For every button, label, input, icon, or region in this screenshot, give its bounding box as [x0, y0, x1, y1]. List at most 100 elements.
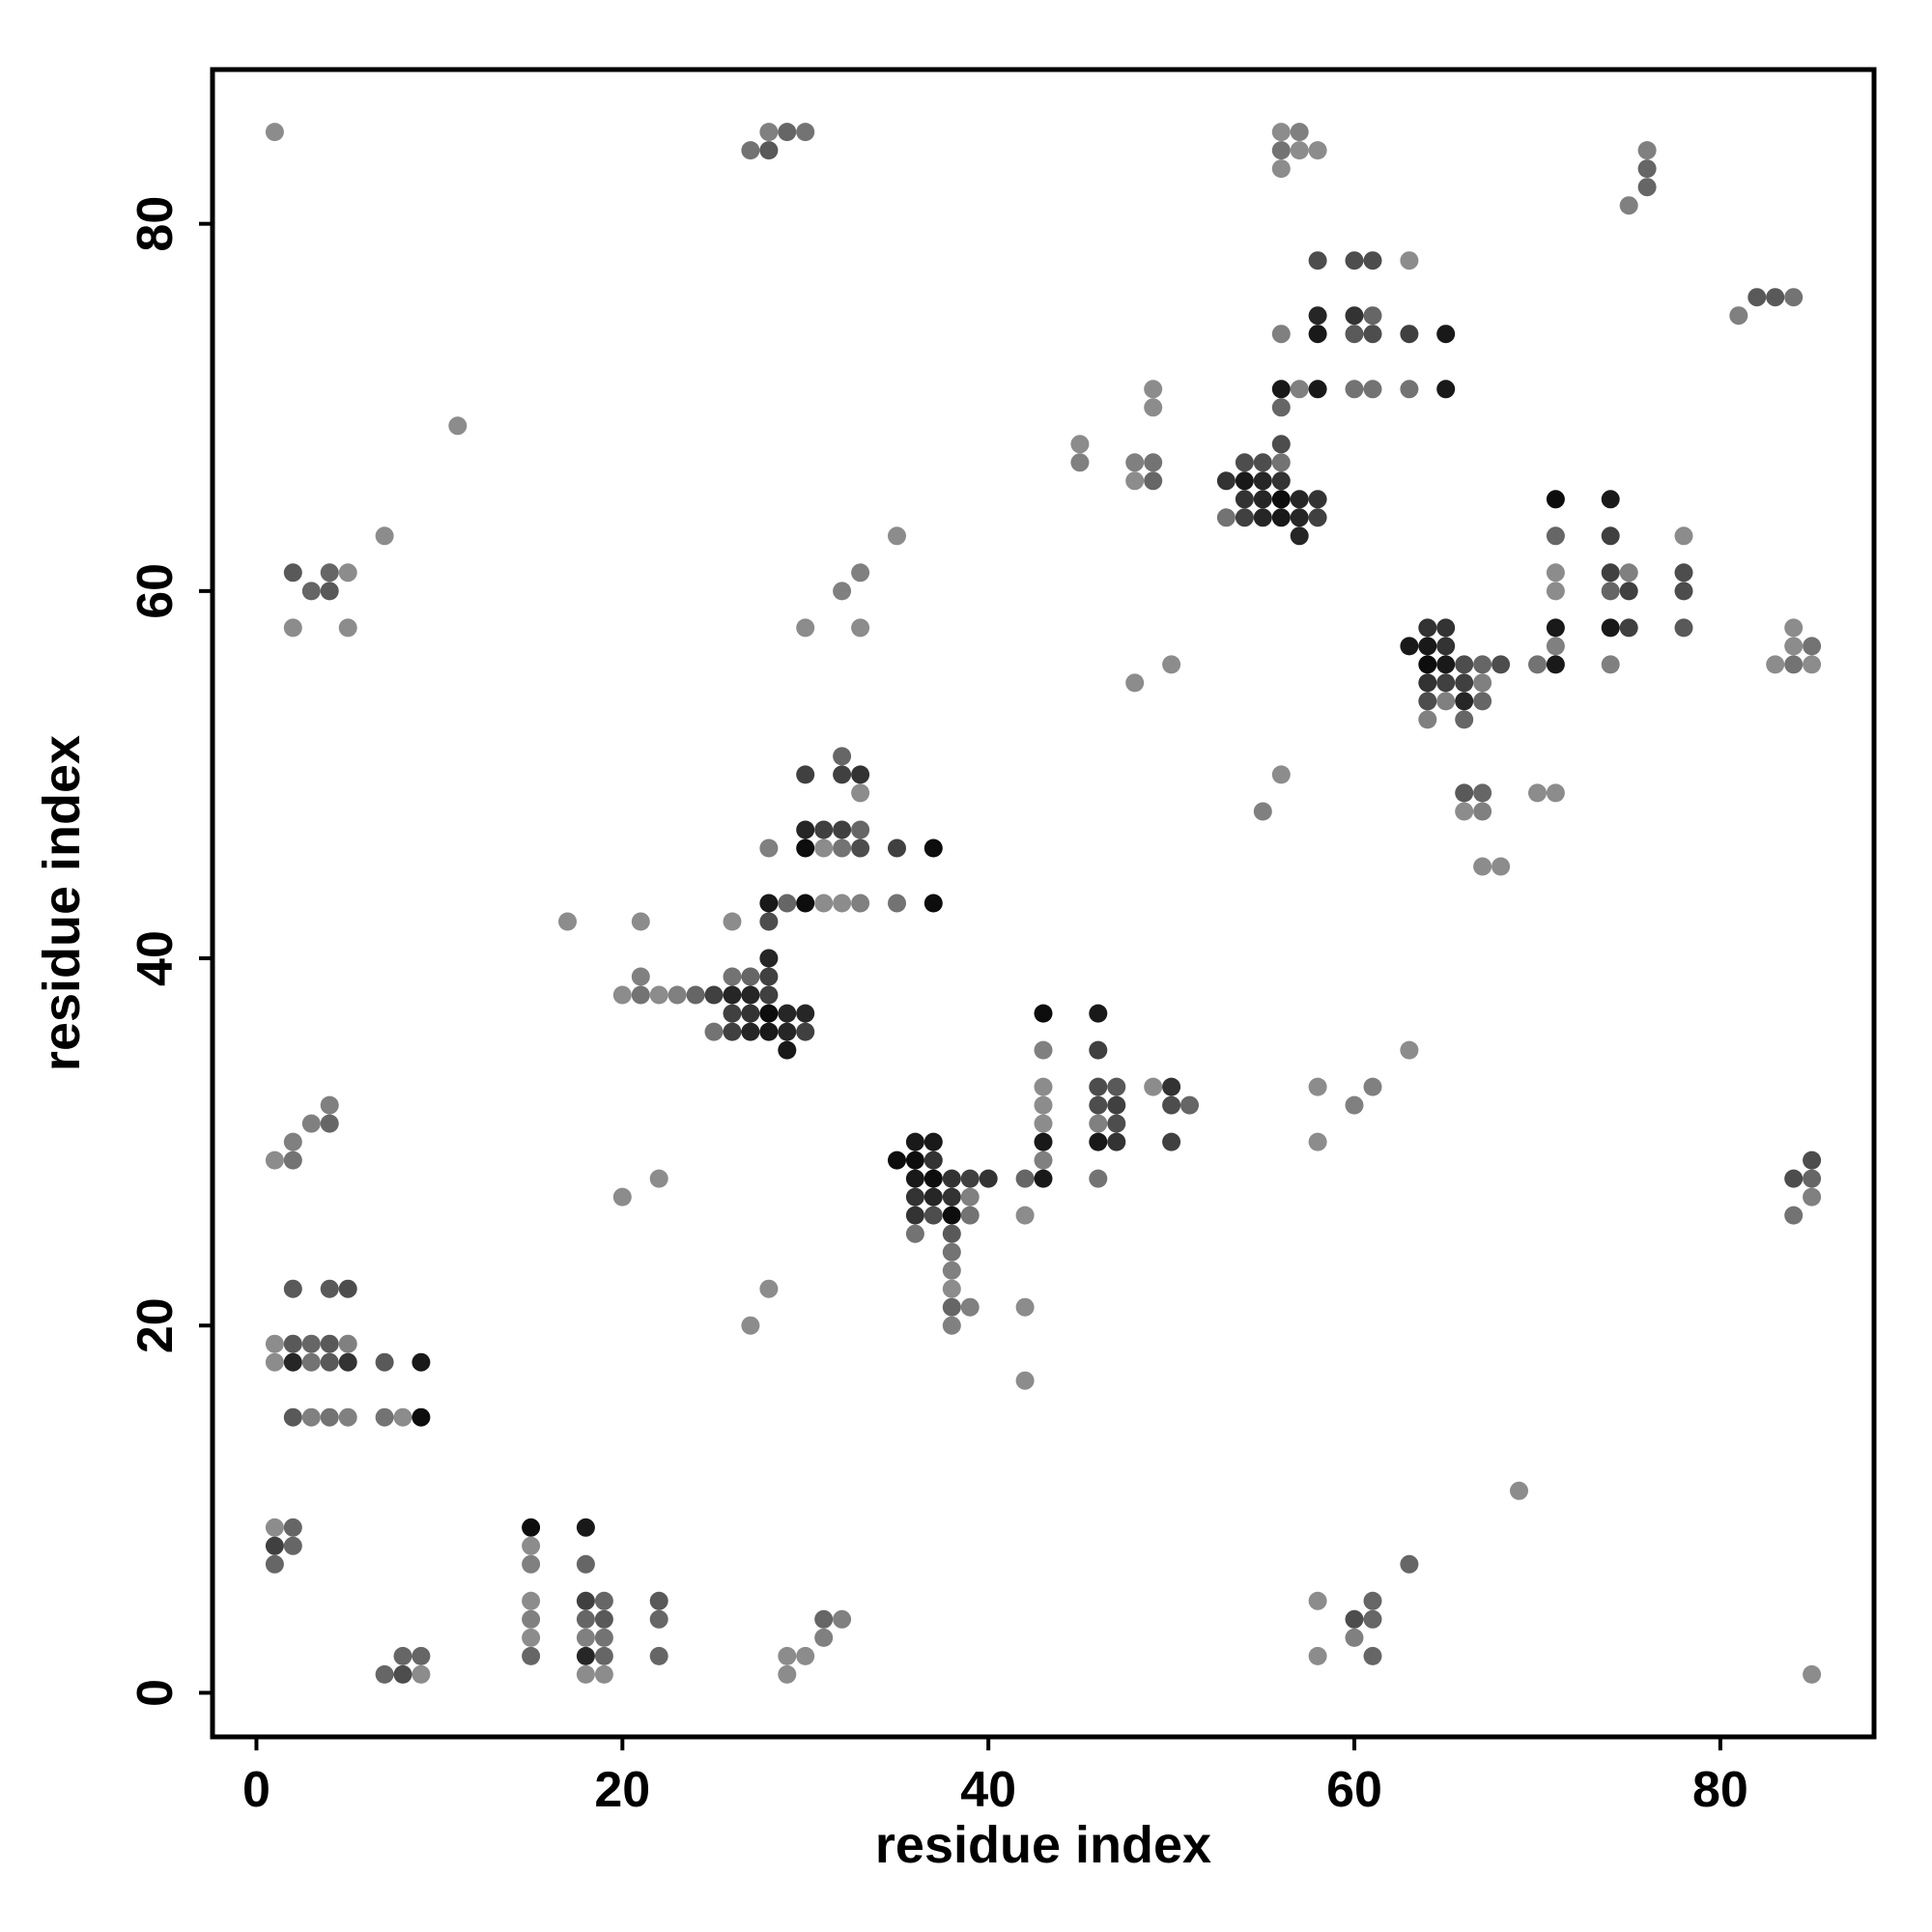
data-point	[1473, 655, 1492, 674]
data-point	[283, 1132, 302, 1151]
data-point	[1363, 1591, 1382, 1610]
data-point	[1034, 1004, 1053, 1023]
data-point	[888, 838, 906, 858]
data-point	[594, 1609, 613, 1629]
data-point	[631, 985, 650, 1005]
data-point	[1290, 123, 1309, 142]
data-point	[1546, 490, 1565, 509]
data-point	[1546, 655, 1565, 674]
data-point	[1015, 1169, 1035, 1188]
data-point	[942, 1206, 961, 1225]
data-point	[1107, 1077, 1126, 1096]
data-point	[1492, 655, 1511, 674]
data-point	[1308, 1077, 1327, 1096]
data-point	[704, 985, 724, 1005]
data-point	[1473, 692, 1492, 711]
data-point	[1674, 582, 1693, 601]
data-point	[1803, 1664, 1822, 1684]
data-point	[923, 1169, 943, 1188]
data-point	[1473, 857, 1492, 876]
data-point	[301, 1114, 321, 1133]
data-point	[1162, 1095, 1181, 1115]
data-point	[283, 563, 302, 582]
data-point	[1144, 380, 1163, 399]
data-point	[412, 1646, 431, 1665]
data-point	[1345, 1609, 1364, 1629]
data-point	[960, 1297, 980, 1317]
data-point	[1308, 490, 1327, 509]
data-point	[1235, 490, 1254, 509]
data-point	[759, 949, 779, 968]
data-point	[1271, 435, 1291, 454]
data-point	[888, 894, 906, 913]
data-point	[1510, 1481, 1528, 1500]
y-tick-label: 0	[128, 1679, 184, 1707]
data-point	[1803, 1187, 1822, 1207]
data-point	[905, 1206, 924, 1225]
data-point	[375, 1352, 394, 1372]
data-point	[759, 894, 779, 913]
data-point	[338, 618, 357, 638]
data-point	[1363, 1609, 1382, 1629]
data-point	[1308, 325, 1327, 344]
data-point	[393, 1664, 412, 1684]
data-point	[1619, 563, 1638, 582]
data-point	[1436, 380, 1456, 399]
data-point	[741, 1022, 760, 1041]
data-point	[1455, 692, 1474, 711]
data-point	[1436, 618, 1456, 638]
data-point	[1345, 1095, 1364, 1115]
y-tick-label: 20	[128, 1297, 184, 1353]
data-point	[1308, 380, 1327, 399]
data-point	[576, 1646, 595, 1665]
data-point	[1290, 490, 1309, 509]
data-point	[1125, 673, 1145, 693]
data-point	[888, 1151, 906, 1170]
data-point	[1418, 692, 1437, 711]
data-point	[1015, 1206, 1035, 1225]
data-point	[833, 838, 852, 858]
data-point	[1803, 655, 1822, 674]
data-point	[1418, 618, 1437, 638]
data-point	[1089, 1004, 1108, 1023]
data-point	[448, 416, 468, 436]
data-point	[649, 1646, 668, 1665]
data-point	[1107, 1114, 1126, 1133]
data-point	[905, 1169, 924, 1188]
data-point	[631, 967, 650, 986]
points-layer	[265, 123, 1822, 1684]
data-point	[1271, 380, 1291, 399]
data-point	[1308, 1591, 1327, 1610]
data-point	[338, 1279, 357, 1298]
data-point	[833, 1609, 852, 1629]
data-point	[522, 1518, 541, 1537]
data-point	[320, 1352, 339, 1372]
data-point	[905, 1151, 924, 1170]
data-point	[1363, 380, 1382, 399]
data-point	[1784, 655, 1804, 674]
data-point	[320, 1095, 339, 1115]
data-point	[1034, 1040, 1053, 1060]
data-point	[1363, 251, 1382, 270]
data-point	[1784, 637, 1804, 656]
data-point	[594, 1664, 613, 1684]
data-point	[283, 1536, 302, 1555]
data-point	[1637, 159, 1657, 179]
data-point	[1089, 1095, 1108, 1115]
data-point	[668, 985, 687, 1005]
data-point	[778, 1646, 797, 1665]
data-point	[1235, 453, 1254, 472]
data-point	[301, 1334, 321, 1353]
data-point	[1271, 471, 1291, 491]
data-point	[833, 747, 852, 766]
data-point	[942, 1169, 961, 1188]
data-point	[1528, 655, 1547, 674]
x-tick-label: 80	[1692, 1762, 1748, 1818]
data-point	[1034, 1077, 1053, 1096]
data-point	[1546, 637, 1565, 656]
data-point	[1271, 141, 1291, 160]
data-point	[1271, 159, 1291, 179]
data-point	[412, 1664, 431, 1684]
data-point	[375, 526, 394, 546]
data-point	[905, 1224, 924, 1243]
